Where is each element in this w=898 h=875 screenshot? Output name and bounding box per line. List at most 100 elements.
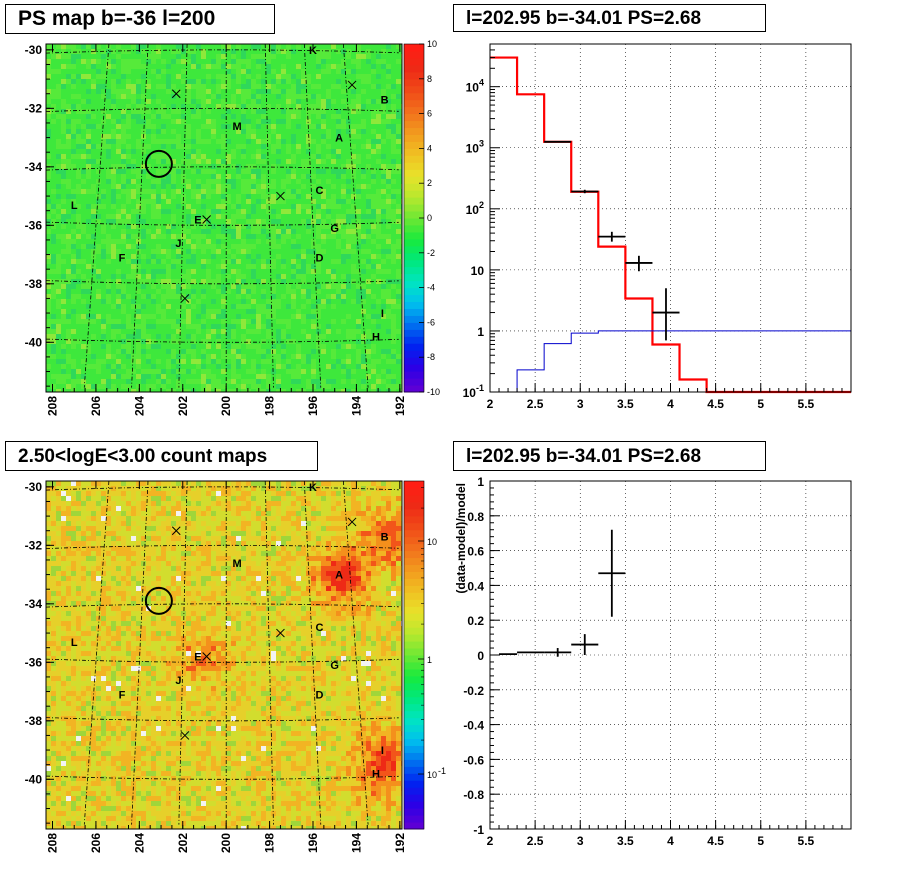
ps-map-pixel xyxy=(191,84,196,89)
ps-map-pixel xyxy=(146,364,151,369)
ps-map-pixel xyxy=(231,319,236,324)
ps-map-pixel xyxy=(61,209,66,214)
ps-map-pixel xyxy=(81,269,86,274)
ps-map-pixel xyxy=(276,354,281,359)
ps-map-pixel xyxy=(111,229,116,234)
ps-map-pixel xyxy=(326,354,331,359)
ps-map-pixel xyxy=(286,84,291,89)
ps-map-pixel xyxy=(321,314,326,319)
ps-map-pixel xyxy=(311,204,316,209)
ps-map-pixel xyxy=(241,299,246,304)
ps-map-pixel xyxy=(381,144,386,149)
ps-map-pixel xyxy=(396,99,401,104)
ps-map-pixel xyxy=(106,204,111,209)
ps-map-pixel xyxy=(321,249,326,254)
ps-map-pixel xyxy=(106,254,111,259)
ps-map-pixel xyxy=(56,239,61,244)
ps-map-pixel xyxy=(186,339,191,344)
ps-map-pixel xyxy=(66,279,71,284)
ps-map-pixel xyxy=(261,319,266,324)
ps-map-pixel xyxy=(161,44,166,49)
ps-map-pixel xyxy=(316,189,321,194)
ps-map-pixel xyxy=(296,64,301,69)
ps-map-pixel xyxy=(201,199,206,204)
ps-map-pixel xyxy=(381,279,386,284)
ps-map-pixel xyxy=(176,44,181,49)
ps-map-pixel xyxy=(261,384,266,389)
ps-map-pixel xyxy=(356,329,361,334)
ps-map-pixel xyxy=(76,384,81,389)
ps-map-pixel xyxy=(221,354,226,359)
ps-map-pixel xyxy=(276,359,281,364)
ps-map-pixel xyxy=(81,214,86,219)
ps-map-pixel xyxy=(296,54,301,59)
ps-map-pixel xyxy=(276,94,281,99)
ps-map-pixel xyxy=(286,229,291,234)
ps-map-pixel xyxy=(256,304,261,309)
ps-map-pixel xyxy=(71,379,76,384)
ps-map-pixel xyxy=(371,124,376,129)
ps-map-pixel xyxy=(291,49,296,54)
ps-map-pixel xyxy=(346,229,351,234)
ps-map-pixel xyxy=(346,339,351,344)
ps-map-pixel xyxy=(291,269,296,274)
ps-map-pixel xyxy=(51,254,56,259)
ps-map-pixel xyxy=(196,374,201,379)
ps-map-pixel xyxy=(136,199,141,204)
ps-map-pixel xyxy=(376,324,381,329)
ps-map-pixel xyxy=(351,219,356,224)
ps-map-pixel xyxy=(171,219,176,224)
ps-map-pixel xyxy=(61,339,66,344)
ps-map-pixel xyxy=(291,354,296,359)
ps-map-pixel xyxy=(216,249,221,254)
ps-map-pixel xyxy=(226,109,231,114)
ps-map-pixel xyxy=(136,64,141,69)
ps-map-pixel xyxy=(316,49,321,54)
ps-map-pixel xyxy=(321,284,326,289)
ps-map-pixel xyxy=(351,89,356,94)
ps-map-pixel xyxy=(346,59,351,64)
ps-map-pixel xyxy=(211,59,216,64)
ps-map-pixel xyxy=(226,229,231,234)
ps-map-pixel xyxy=(141,209,146,214)
ps-map-pixel xyxy=(216,129,221,134)
ps-map-pixel xyxy=(281,139,286,144)
ps-map-pixel xyxy=(336,199,341,204)
ps-map-pixel xyxy=(256,334,261,339)
ps-map-pixel xyxy=(391,289,396,294)
ps-map-pixel xyxy=(211,49,216,54)
ps-map-pixel xyxy=(181,259,186,264)
ps-map-pixel xyxy=(356,219,361,224)
ps-map-pixel xyxy=(166,194,171,199)
ps-map-pixel xyxy=(91,339,96,344)
ps-map-pixel xyxy=(176,329,181,334)
ps-map-pixel xyxy=(146,89,151,94)
ps-map-pixel xyxy=(301,254,306,259)
ps-map-pixel xyxy=(136,169,141,174)
ps-map-pixel xyxy=(56,234,61,239)
ps-map-pixel xyxy=(116,324,121,329)
ps-map-pixel xyxy=(281,69,286,74)
ps-map-pixel xyxy=(61,284,66,289)
ps-map-pixel xyxy=(181,114,186,119)
ps-map-pixel xyxy=(71,129,76,134)
ps-map-pixel xyxy=(346,369,351,374)
ps-map-pixel xyxy=(336,114,341,119)
ps-map-pixel xyxy=(271,149,276,154)
ps-map-pixel xyxy=(386,119,391,124)
ps-map-pixel xyxy=(391,74,396,79)
ps-map-pixel xyxy=(351,234,356,239)
ps-map-pixel xyxy=(71,189,76,194)
ps-map-pixel xyxy=(261,229,266,234)
ps-map-pixel xyxy=(131,159,136,164)
ps-map-pixel xyxy=(311,99,316,104)
ps-map-pixel xyxy=(356,119,361,124)
ps-map-pixel xyxy=(51,319,56,324)
ps-map-pixel xyxy=(56,74,61,79)
ps-map-pixel xyxy=(236,64,241,69)
ps-map-pixel xyxy=(241,314,246,319)
ps-map-pixel xyxy=(121,284,126,289)
ps-map-pixel xyxy=(316,364,321,369)
ps-map-pixel xyxy=(171,139,176,144)
ps-map-pixel xyxy=(226,119,231,124)
